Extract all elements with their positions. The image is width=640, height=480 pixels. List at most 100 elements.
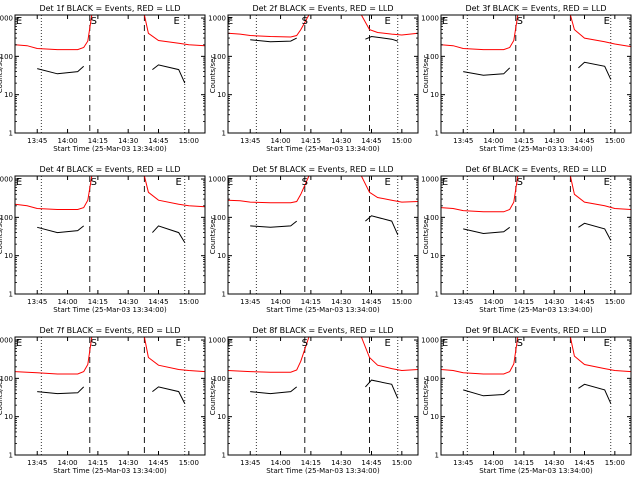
lld-series-line [440, 336, 632, 375]
events-series-line [463, 383, 612, 404]
event-marker-label: E [176, 177, 182, 188]
x-tick-label: 13:45 [453, 137, 473, 145]
y-tick-label: 1 [222, 130, 226, 138]
event-marker-label: E [174, 16, 180, 27]
y-tick-label: 1 [435, 452, 439, 460]
plot-frame [227, 336, 419, 456]
x-tick-label: 14:15 [301, 298, 321, 306]
x-axis-label: Start Time (25-Mar-03 13:34:00) [266, 467, 380, 475]
panel-title: Det 6f BLACK = Events, RED = LLD [465, 165, 606, 174]
event-marker-label: S [302, 338, 308, 349]
y-tick-label: 100 [0, 214, 13, 222]
event-marker-label: E [16, 177, 22, 188]
panel-title: Det 8f BLACK = Events, RED = LLD [252, 326, 393, 335]
x-tick-label: 14:00 [57, 459, 77, 467]
event-marker-label: E [604, 16, 610, 27]
event-marker-label: S [517, 338, 523, 349]
x-tick-label: 14:15 [301, 137, 321, 145]
y-tick-label: 1000 [208, 15, 226, 23]
y-tick-label: 1000 [0, 15, 13, 23]
y-tick-label: 1 [435, 291, 439, 299]
x-tick-label: 14:45 [361, 459, 381, 467]
x-tick-label: 15:00 [392, 459, 412, 467]
x-tick-label: 13:45 [453, 298, 473, 306]
event-marker-label: E [16, 338, 22, 349]
plot-frame [227, 175, 419, 295]
event-marker-label: S [517, 16, 523, 27]
event-marker-label: E [176, 338, 182, 349]
y-tick-label: 1 [222, 291, 226, 299]
x-tick-label: 14:30 [544, 298, 564, 306]
y-axis-label: Counts/sec [209, 216, 217, 255]
x-tick-label: 14:15 [88, 298, 108, 306]
x-tick-label: 13:45 [453, 459, 473, 467]
event-marker-label: E [385, 16, 391, 27]
x-tick-label: 15:00 [392, 137, 412, 145]
y-tick-label: 100 [213, 53, 226, 61]
x-tick-label: 14:15 [514, 298, 534, 306]
events-series-line [463, 222, 612, 241]
y-tick-label: 10 [430, 91, 439, 99]
x-tick-label: 14:30 [331, 298, 351, 306]
y-axis-label: Counts/sec [209, 377, 217, 416]
x-tick-label: 14:45 [574, 137, 594, 145]
event-marker-label: E [227, 338, 233, 349]
plot-frame [440, 175, 632, 295]
event-marker-label: S [302, 177, 308, 188]
x-tick-label: 14:30 [118, 298, 138, 306]
y-axis-label: Counts/sec [0, 216, 4, 255]
event-marker-label: S [517, 177, 523, 188]
y-tick-label: 1 [9, 291, 13, 299]
panel-2: Det 2f BLACK = Events, RED = LLD 1 10 100 10… [208, 4, 419, 153]
y-axis-label: Counts/sec [209, 55, 217, 94]
panel-4: Det 4f BLACK = Events, RED = LLD 1 10 100 10… [0, 165, 206, 314]
y-tick-label: 1000 [0, 176, 13, 184]
x-tick-label: 14:00 [270, 459, 290, 467]
panel-title: Det 4f BLACK = Events, RED = LLD [39, 165, 180, 174]
y-tick-label: 10 [217, 413, 226, 421]
lld-series-line [14, 14, 206, 51]
plot-frame [14, 336, 206, 456]
panel-title: Det 2f BLACK = Events, RED = LLD [252, 4, 393, 13]
event-marker-label: S [91, 338, 97, 349]
events-series-line [37, 386, 186, 404]
x-axis-label: Start Time (25-Mar-03 13:34:00) [479, 467, 593, 475]
y-tick-label: 100 [213, 375, 226, 383]
lld-series-line [227, 175, 419, 204]
panel-8: Det 8f BLACK = Events, RED = LLD 1 10 100 10… [208, 326, 419, 475]
event-marker-label: E [385, 338, 391, 349]
x-tick-label: 14:45 [361, 298, 381, 306]
lld-series-line [227, 14, 419, 38]
panel-title: Det 1f BLACK = Events, RED = LLD [39, 4, 180, 13]
y-tick-label: 1 [435, 130, 439, 138]
x-tick-label: 14:30 [544, 137, 564, 145]
plot-frame [14, 14, 206, 134]
x-tick-label: 13:45 [27, 459, 47, 467]
plot-frame [227, 14, 419, 134]
x-tick-label: 14:45 [361, 137, 381, 145]
x-tick-label: 14:45 [574, 298, 594, 306]
x-tick-label: 14:15 [514, 459, 534, 467]
y-tick-label: 10 [430, 252, 439, 260]
y-tick-label: 10 [217, 252, 226, 260]
plot-frame [440, 14, 632, 134]
y-tick-label: 1000 [208, 176, 226, 184]
events-series-line [37, 64, 186, 84]
x-tick-label: 14:15 [514, 137, 534, 145]
y-tick-label: 100 [0, 53, 13, 61]
y-axis-label: Counts/sec [422, 216, 430, 255]
x-tick-label: 15:00 [605, 459, 625, 467]
y-tick-label: 100 [426, 375, 439, 383]
x-tick-label: 14:00 [57, 298, 77, 306]
panel-1: Det 1f BLACK = Events, RED = LLD 1 10 100 10… [0, 4, 206, 153]
y-tick-label: 10 [4, 413, 13, 421]
event-marker-label: E [604, 338, 610, 349]
x-tick-label: 14:15 [301, 459, 321, 467]
lld-series-line [14, 175, 206, 210]
plot-frame [14, 175, 206, 295]
lld-series-line [440, 14, 632, 51]
x-tick-label: 14:45 [574, 459, 594, 467]
y-tick-label: 1 [222, 452, 226, 460]
x-tick-label: 14:00 [483, 137, 503, 145]
